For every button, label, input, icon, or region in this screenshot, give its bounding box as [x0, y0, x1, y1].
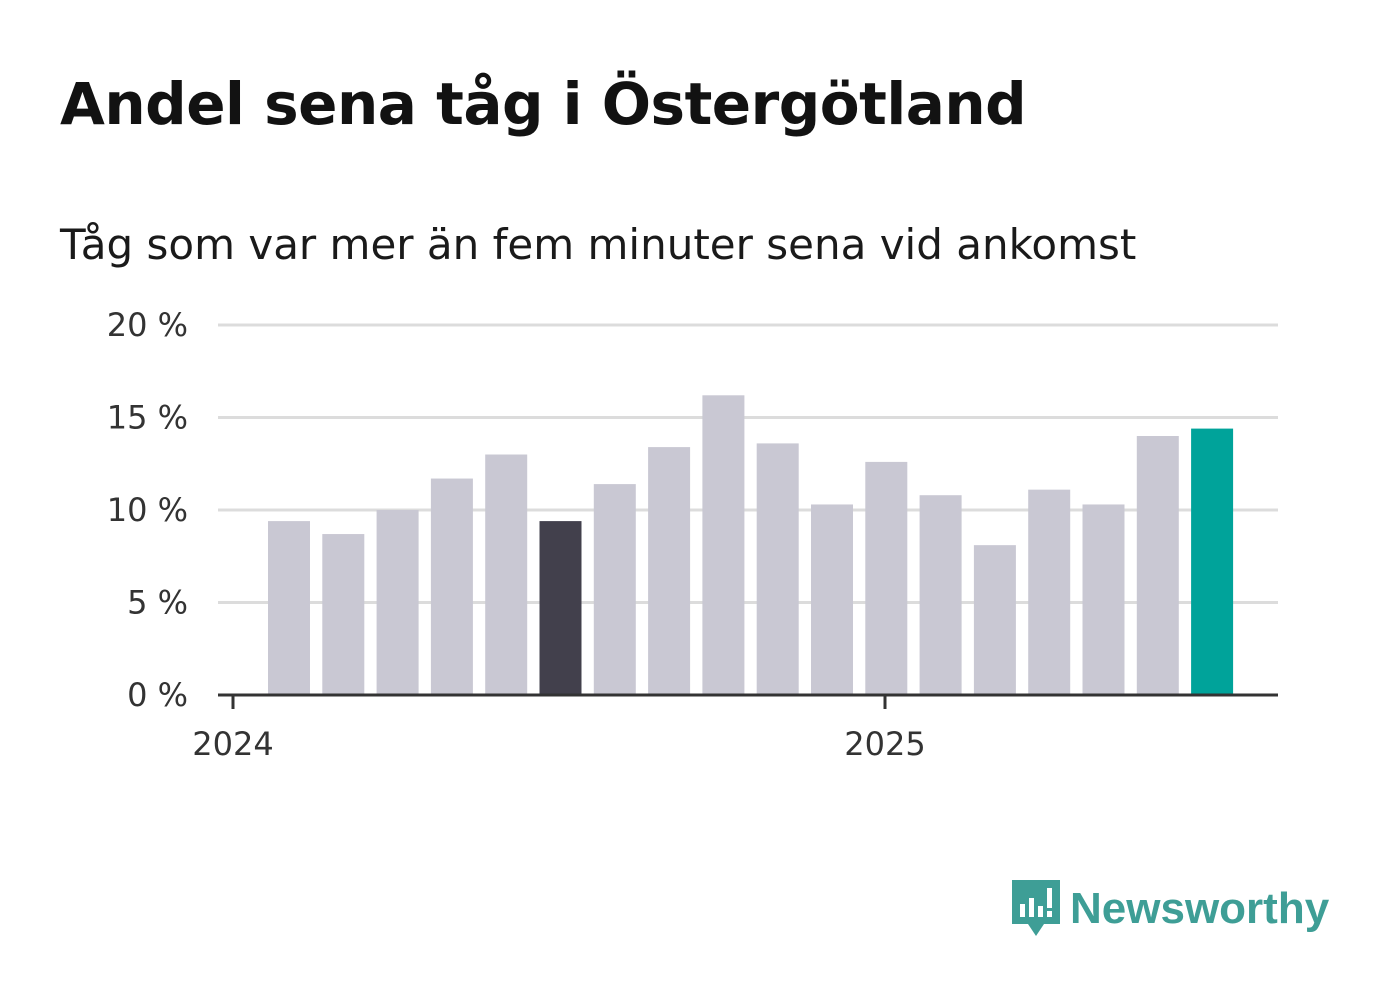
logo-text: Newsworthy	[1070, 884, 1330, 933]
bar	[973, 545, 1016, 695]
bar	[865, 461, 908, 695]
bar	[1028, 489, 1071, 695]
bar	[268, 521, 310, 695]
y-tick-label: 10 %	[107, 491, 188, 529]
chart-subtitle: Tåg som var mer än fem minuter sena vid …	[60, 220, 1137, 269]
bar	[1082, 504, 1125, 695]
bar	[322, 534, 365, 695]
bar	[919, 495, 962, 695]
bar	[539, 521, 582, 695]
newsworthy-logo: Newsworthy	[1010, 878, 1329, 940]
chart-title: Andel sena tåg i Östergötland	[60, 70, 1027, 138]
bar	[485, 454, 528, 695]
bar	[430, 478, 473, 695]
x-tick-label: 2024	[192, 725, 273, 763]
y-tick-label: 5 %	[127, 584, 188, 622]
x-tick-label: 2025	[844, 725, 925, 763]
bar	[1191, 428, 1234, 695]
newsworthy-logo-icon	[1012, 880, 1060, 936]
bar	[702, 395, 745, 695]
y-tick-label: 0 %	[127, 676, 188, 714]
bar	[593, 484, 636, 695]
bar	[376, 510, 419, 695]
y-tick-label: 20 %	[107, 306, 188, 344]
bar	[756, 443, 799, 695]
bar	[648, 447, 691, 695]
bar	[811, 504, 853, 695]
bar	[1136, 436, 1179, 695]
y-tick-label: 15 %	[107, 399, 188, 437]
